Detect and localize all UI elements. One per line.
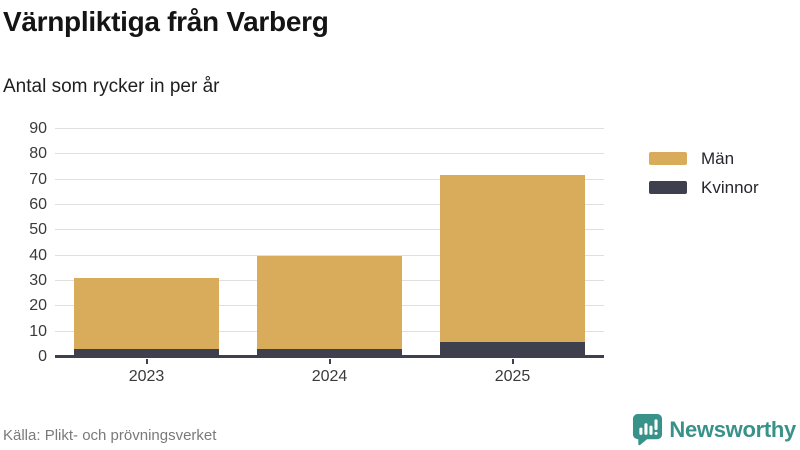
y-axis-tick-label: 30	[29, 272, 47, 289]
legend-swatch-män	[649, 152, 687, 165]
gridline-y-80	[55, 153, 604, 155]
gridline-y-70	[55, 178, 604, 180]
y-axis-tick-label: 60	[29, 196, 47, 213]
bar-2025-kvinnor	[440, 341, 585, 357]
gridline-y-60	[55, 204, 604, 205]
y-axis-tick-label: 70	[29, 170, 47, 188]
legend-label-män: Män	[701, 149, 735, 168]
x-axis-tick-2025	[511, 359, 514, 364]
newsworthy-speech-bubble-bar-chart-icon	[632, 413, 663, 446]
newsworthy-wordmark: Newsworthy	[669, 416, 796, 442]
y-axis-tick-label: 80	[29, 145, 47, 163]
bar-2024-man	[257, 255, 402, 350]
y-axis-tick-label: 40	[29, 246, 47, 264]
legend-label-kvinnor: Kvinnor	[701, 178, 759, 197]
x-axis-tick-2023	[145, 359, 148, 364]
legend-swatch-kvinnor	[649, 181, 687, 194]
chart-title: Värnpliktiga från Varberg	[3, 6, 329, 37]
chart-subtitle: Antal som rycker in per år	[3, 76, 220, 97]
x-axis-label-2024: 2024	[311, 368, 348, 385]
bar-2025-man	[440, 174, 585, 342]
x-axis-tick-2024	[328, 359, 331, 364]
y-axis-tick-label: 10	[29, 322, 47, 340]
x-axis-line	[55, 355, 604, 358]
bar-2023-kvinnor	[74, 349, 219, 357]
x-axis-label-2023: 2023	[128, 368, 165, 385]
legend-item-kvinnor: Kvinnor	[649, 179, 759, 196]
legend-item-män: Män	[649, 150, 759, 167]
legend: Män Kvinnor	[649, 150, 759, 196]
bar-2023-man	[74, 278, 219, 350]
newsworthy-logo: Newsworthy	[632, 413, 796, 446]
plot-area: 0 10 20 30 40 50 60 70 80 90 2023 2024 2025	[29, 121, 604, 385]
source-note: Källa: Plikt- och prövningsverket	[3, 427, 217, 444]
x-axis-label-2025: 2025	[494, 368, 531, 385]
y-axis-tick-label: 50	[29, 221, 47, 239]
gridline-y-40	[55, 254, 604, 256]
y-axis-tick-label: 0	[38, 348, 47, 365]
y-axis-tick-label: 90	[29, 120, 47, 137]
y-axis-tick-label: 20	[29, 297, 47, 315]
gridline-y-50	[55, 229, 604, 231]
gridline-y-90	[55, 128, 604, 129]
bar-2024-kvinnor	[257, 349, 402, 357]
